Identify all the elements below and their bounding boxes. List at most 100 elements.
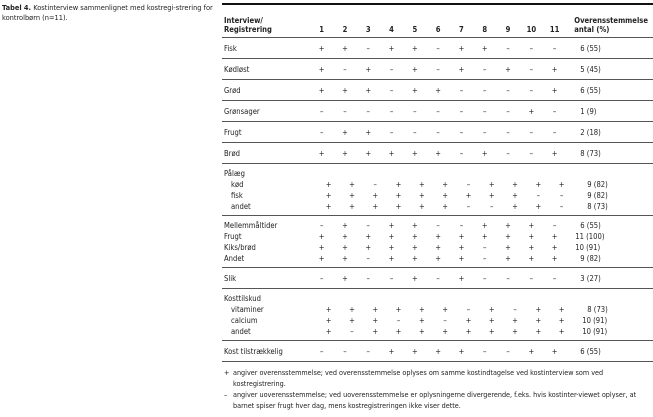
agreement-cell: + — [411, 232, 418, 241]
agreement-cell: – — [319, 274, 324, 283]
row-group: Mellemmåltider – + – + + – – + + + – 6 (55) Frugt + + + +… — [222, 216, 653, 268]
agreement-cell: – — [459, 107, 464, 116]
agreement-cell: + — [388, 44, 395, 53]
footnote-text: angiver uoverensstemmelse; ved uoverenss… — [233, 390, 637, 410]
agreement-cell: + — [395, 305, 402, 314]
caption-label: Tabel 4. — [2, 3, 32, 12]
agreement-cell: + — [318, 254, 325, 263]
agreement-cell: + — [481, 232, 488, 241]
agreement-cell: + — [505, 221, 511, 230]
agreement-cell: – — [343, 347, 347, 356]
agreement-cell: + — [551, 86, 558, 95]
agreement-cell: + — [488, 327, 495, 336]
agreement-cell: + — [372, 316, 379, 325]
agreement-cell: + — [365, 128, 372, 137]
caption-text: Kostinterview sammenlignet med kostregi-… — [2, 3, 213, 22]
header-column: 11 — [549, 25, 560, 34]
agreement-cell: – — [459, 86, 464, 95]
agreement-total: 3 (27) — [580, 274, 601, 283]
agreement-cell: + — [365, 86, 372, 95]
group-heading-row: Pålæg — [222, 168, 653, 179]
agreement-cell: – — [436, 221, 440, 230]
agreement-total: 6 (55) — [580, 86, 601, 95]
agreement-cell: + — [458, 347, 465, 356]
agreement-cell: + — [365, 149, 372, 158]
agreement-cell: – — [319, 221, 324, 230]
agreement-total: 10 (91) — [575, 243, 601, 252]
table-row: Frugt + + + + + + + + + + +11 (100) — [222, 231, 653, 242]
agreement-cell: + — [365, 243, 372, 252]
agreement-cell: + — [458, 44, 465, 53]
table-row: Brød + + + + + + – + – – +8 (73) — [222, 147, 653, 160]
agreement-cell: + — [458, 243, 465, 252]
row-group: Grød + + + – + + – – – – +6 (55) — [222, 80, 653, 101]
agreement-cell: + — [388, 254, 395, 263]
agreement-cell: + — [558, 180, 565, 189]
agreement-cell: – — [343, 107, 347, 116]
agreement-total: 10 (91) — [582, 316, 608, 325]
agreement-total: 8 (73) — [580, 149, 601, 158]
agreement-cell: + — [488, 305, 495, 314]
agreement-cell: – — [319, 107, 324, 116]
agreement-cell: + — [318, 149, 325, 158]
agreement-cell: + — [435, 86, 441, 95]
agreement-cell: – — [506, 274, 510, 283]
agreement-cell: – — [436, 274, 440, 283]
row-group: Slik – + – – + – + – – – – 3 (27) — [222, 268, 653, 289]
header-row-label-line: Registrering — [224, 25, 272, 34]
agreement-cell: + — [342, 44, 348, 53]
agreement-cell: + — [551, 254, 558, 263]
agreement-cell: + — [411, 254, 418, 263]
agreement-cell: – — [389, 65, 394, 74]
agreement-cell: + — [365, 65, 372, 74]
agreement-cell: – — [466, 305, 471, 314]
agreement-cell: + — [528, 221, 535, 230]
header-column: 1 — [319, 25, 325, 34]
table-row: Kiks/brød + + + + + + + – + + +10 (91) — [222, 242, 653, 253]
agreement-cell: + — [418, 305, 425, 314]
agreement-cell: – — [483, 254, 487, 263]
agreement-cell: + — [435, 243, 441, 252]
agreement-cell: + — [505, 65, 511, 74]
agreement-cell: + — [411, 149, 418, 158]
agreement-cell: + — [481, 221, 488, 230]
agreement-cell: – — [389, 86, 394, 95]
group-heading-row: Kosttilskud — [222, 293, 653, 304]
agreement-cell: + — [418, 316, 425, 325]
agreement-cell: + — [342, 254, 348, 263]
agreement-cell: + — [488, 316, 495, 325]
agreement-cell: + — [372, 202, 379, 211]
agreement-cell: + — [349, 305, 355, 314]
header-column: 2 — [342, 25, 348, 34]
agreement-cell: + — [388, 243, 395, 252]
agreement-cell: + — [365, 232, 372, 241]
agreement-cell: + — [342, 221, 348, 230]
agreement-cell: + — [342, 232, 348, 241]
agreement-cell: + — [512, 191, 518, 200]
agreement-cell: – — [343, 65, 347, 74]
table-row: Mellemmåltider – + – + + – – + + + – 6 (55) — [222, 220, 653, 231]
agreement-cell: + — [395, 327, 402, 336]
agreement-total: 9 (82) — [580, 254, 601, 263]
agreement-cell: + — [528, 243, 535, 252]
row-label: Kiks/brød — [224, 243, 256, 252]
agreement-cell: – — [483, 65, 487, 74]
agreement-cell: + — [465, 327, 472, 336]
footnote: + angiver overensstemmelse; ved overensst… — [224, 368, 649, 389]
agreement-cell: + — [458, 232, 465, 241]
header-row-label-line: Interview/ — [224, 16, 263, 25]
agreement-cell: – — [513, 305, 517, 314]
agreement-cell: + — [535, 316, 542, 325]
agreement-cell: – — [459, 149, 464, 158]
agreement-cell: – — [552, 221, 557, 230]
agreement-cell: + — [395, 180, 402, 189]
agreement-cell: + — [418, 202, 425, 211]
agreement-cell: + — [342, 128, 348, 137]
agreement-cell: – — [529, 65, 534, 74]
table-row: Kødløst + – + – + – + – + – +5 (45) — [222, 63, 653, 76]
row-label: Andet — [224, 254, 245, 263]
footnote-text: angiver overensstemmelse; ved overensste… — [233, 368, 604, 388]
agreement-cell: + — [442, 180, 448, 189]
row-label: Brød — [224, 149, 241, 158]
row-label: vitaminer — [231, 305, 264, 314]
